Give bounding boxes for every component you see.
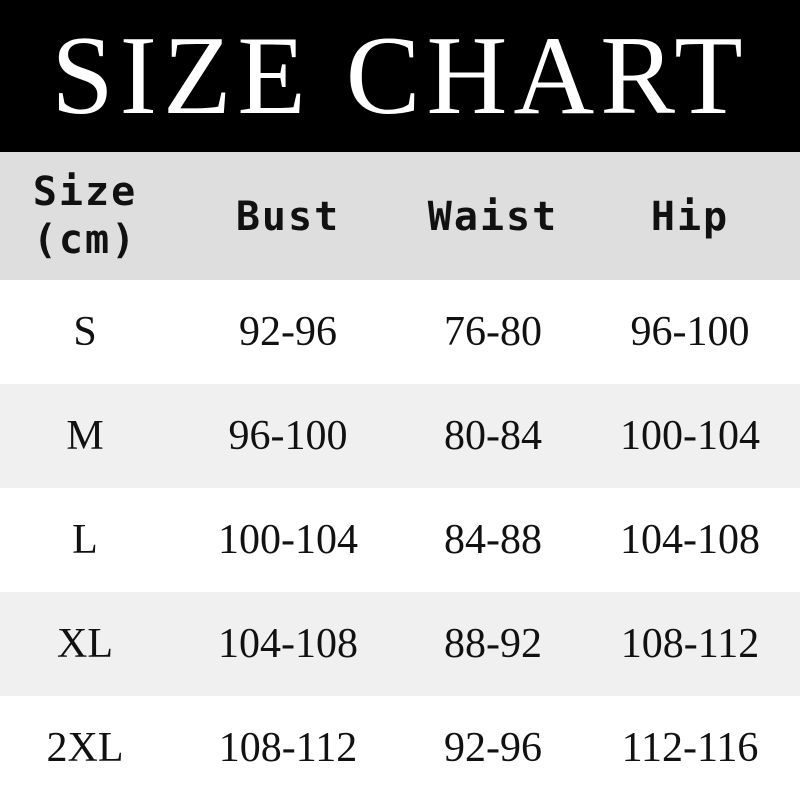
cell-hip: 104-108 [620, 517, 760, 563]
cell-bust: 108-112 [218, 725, 358, 771]
cell-size: L [72, 517, 98, 563]
cell-bust: 104-108 [218, 621, 358, 667]
page-title: SIZE CHART [0, 0, 800, 152]
header-hip: Hip [650, 193, 730, 240]
cell-bust: 96-100 [228, 413, 348, 459]
cell-waist: 76-80 [444, 309, 542, 355]
table-row: M 96-100 80-84 100-104 [0, 384, 800, 488]
table-row: S 92-96 76-80 96-100 [0, 280, 800, 384]
cell-size: 2XL [46, 725, 124, 771]
cell-waist: 80-84 [444, 413, 542, 459]
header-size: Size (cm) [0, 168, 170, 264]
header-size-label: Size [32, 169, 138, 215]
header-waist: Waist [427, 193, 559, 240]
cell-size: XL [57, 621, 113, 667]
table-row: L 100-104 84-88 104-108 [0, 488, 800, 592]
cell-waist: 92-96 [444, 725, 542, 771]
cell-size: S [73, 309, 97, 355]
cell-waist: 88-92 [444, 621, 542, 667]
table-row: 2XL 108-112 92-96 112-116 [0, 696, 800, 800]
cell-size: M [66, 413, 104, 459]
cell-hip: 108-112 [620, 621, 760, 667]
cell-hip: 100-104 [620, 413, 760, 459]
cell-bust: 92-96 [239, 309, 337, 355]
cell-hip: 112-116 [621, 725, 759, 771]
table-header: Size (cm) Bust Waist Hip [0, 152, 800, 280]
cell-bust: 100-104 [218, 517, 358, 563]
cell-hip: 96-100 [630, 309, 750, 355]
cell-waist: 84-88 [444, 517, 542, 563]
header-bust: Bust [235, 193, 341, 240]
header-size-unit: (cm) [32, 217, 138, 263]
table-row: XL 104-108 88-92 108-112 [0, 592, 800, 696]
